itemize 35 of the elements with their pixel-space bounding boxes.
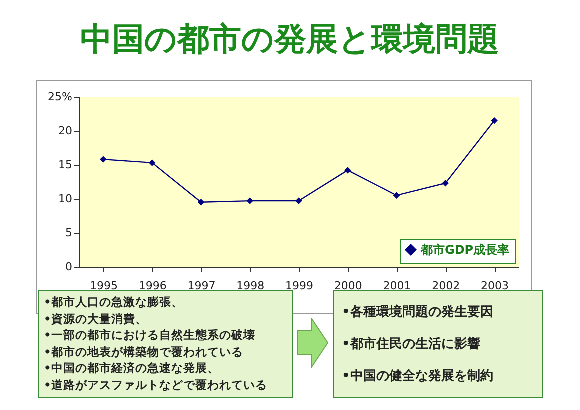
point [344, 167, 352, 174]
x-tick-label: 2002 [432, 280, 460, 292]
text: •中国の健全な発展を制約 [342, 368, 494, 386]
text: •都市人口の急激な膨張、 [44, 294, 184, 310]
text: •道路がアスファルトなどで覆われている [44, 376, 268, 393]
y-tick-label: 10 [58, 192, 72, 206]
point [100, 156, 107, 163]
text: •資源の大量消費、 [44, 310, 148, 327]
y-tick-label: 0 [66, 260, 72, 274]
x-tick-label: 1996 [138, 280, 167, 292]
text: •一部の都市における自然生態系の破壊 [44, 327, 256, 344]
y-tick-label: 15 [58, 158, 72, 172]
point [393, 192, 400, 199]
x-tick-label: 1999 [286, 280, 314, 292]
y-tick-label: 25% [48, 90, 72, 104]
y-tick-label: 20 [58, 124, 72, 138]
x-tick-label: 1995 [90, 280, 118, 292]
x-tick-label: 2001 [383, 280, 412, 292]
chart-title: 中国の都市の発展と環境問題 [80, 19, 500, 60]
text: •都市の地表が構築物で覆われている [44, 344, 244, 360]
x-tick-label: 1997 [188, 280, 216, 292]
text: •都市住民の生活に影響 [342, 336, 482, 354]
x-tick-label: 2000 [334, 280, 362, 292]
text: •各種環境問題の発生要因 [342, 304, 494, 322]
text: •中国の都市経済の急速な発展、 [44, 360, 220, 376]
point [246, 198, 254, 204]
point [296, 198, 302, 204]
point [442, 180, 450, 187]
x-tick-label: 1998 [236, 280, 265, 292]
point [491, 117, 498, 124]
point [198, 199, 205, 206]
x-tick-label: 2003 [481, 280, 510, 292]
legend-label: 都市GDP成長率 [420, 243, 510, 257]
point [148, 160, 156, 166]
y-tick-label: 5 [66, 226, 72, 240]
